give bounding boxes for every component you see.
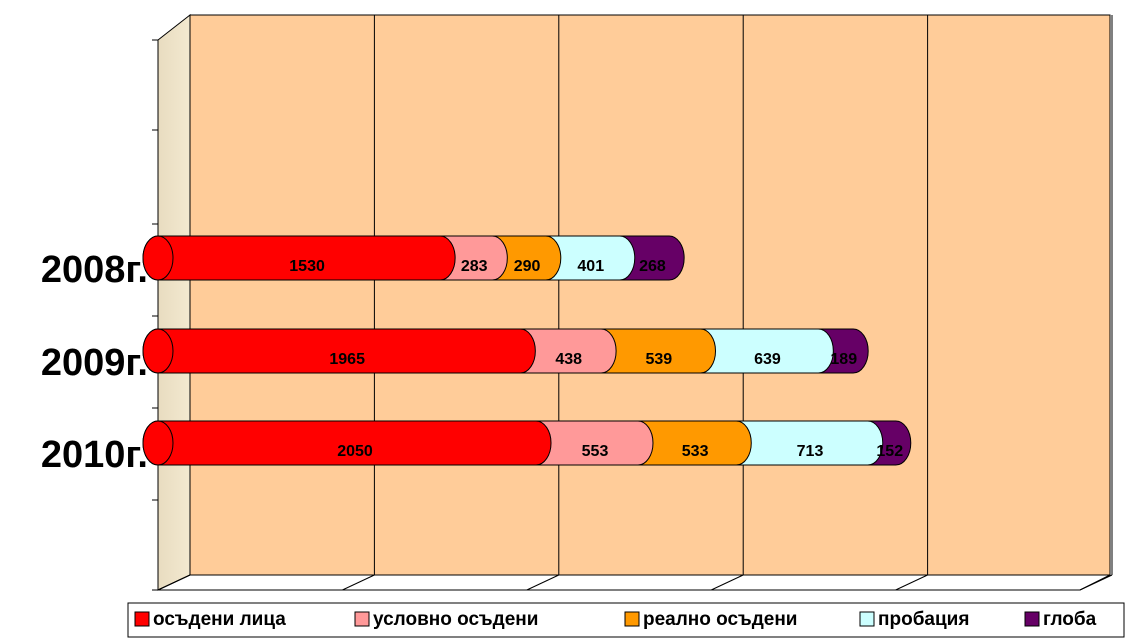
floor-grid-line [710, 574, 744, 591]
value-label: 639 [754, 351, 781, 368]
legend-label: осъдени лица [153, 609, 286, 630]
value-label: 553 [582, 443, 609, 460]
legend-swatch [624, 611, 640, 627]
floor-grid-line [342, 574, 375, 591]
value-label: 1965 [329, 351, 365, 368]
value-label: 283 [461, 258, 488, 275]
floor-grid-line [895, 574, 928, 591]
back-wall [189, 14, 1111, 576]
bar-cap [142, 235, 174, 281]
legend-label: реално осъдени [643, 609, 797, 630]
bar-segment [142, 328, 536, 374]
bar-segment [142, 420, 552, 466]
side-wall [157, 13, 191, 591]
value-label: 539 [645, 351, 672, 368]
bar-segment [142, 235, 456, 281]
legend-swatch [354, 611, 370, 627]
floor-grid-line [526, 574, 560, 591]
category-label: 2010г. [41, 434, 148, 476]
floor-grid-line [157, 574, 191, 591]
legend-swatch [859, 611, 875, 627]
value-label: 268 [639, 258, 666, 275]
legend-label: пробация [878, 609, 969, 630]
legend-label: условно осъдени [373, 609, 538, 630]
value-label: 438 [555, 351, 582, 368]
value-label: 189 [830, 351, 857, 368]
legend-label: глоба [1043, 609, 1097, 630]
category-label: 2009г. [41, 342, 148, 384]
value-label: 290 [514, 258, 541, 275]
category-label: 2008г. [41, 249, 148, 291]
legend-swatch [134, 611, 150, 627]
floor-grid-line [1079, 574, 1113, 591]
value-label: 152 [876, 443, 903, 460]
bar-cap [142, 328, 174, 374]
y-axis-ticks [152, 39, 158, 591]
value-label: 2050 [337, 443, 373, 460]
value-label: 713 [797, 443, 824, 460]
legend-swatch [1024, 611, 1040, 627]
value-label: 533 [682, 443, 709, 460]
value-label: 401 [577, 258, 604, 275]
value-label: 1530 [289, 258, 325, 275]
floor [157, 574, 1111, 591]
bar-cap [142, 420, 174, 466]
